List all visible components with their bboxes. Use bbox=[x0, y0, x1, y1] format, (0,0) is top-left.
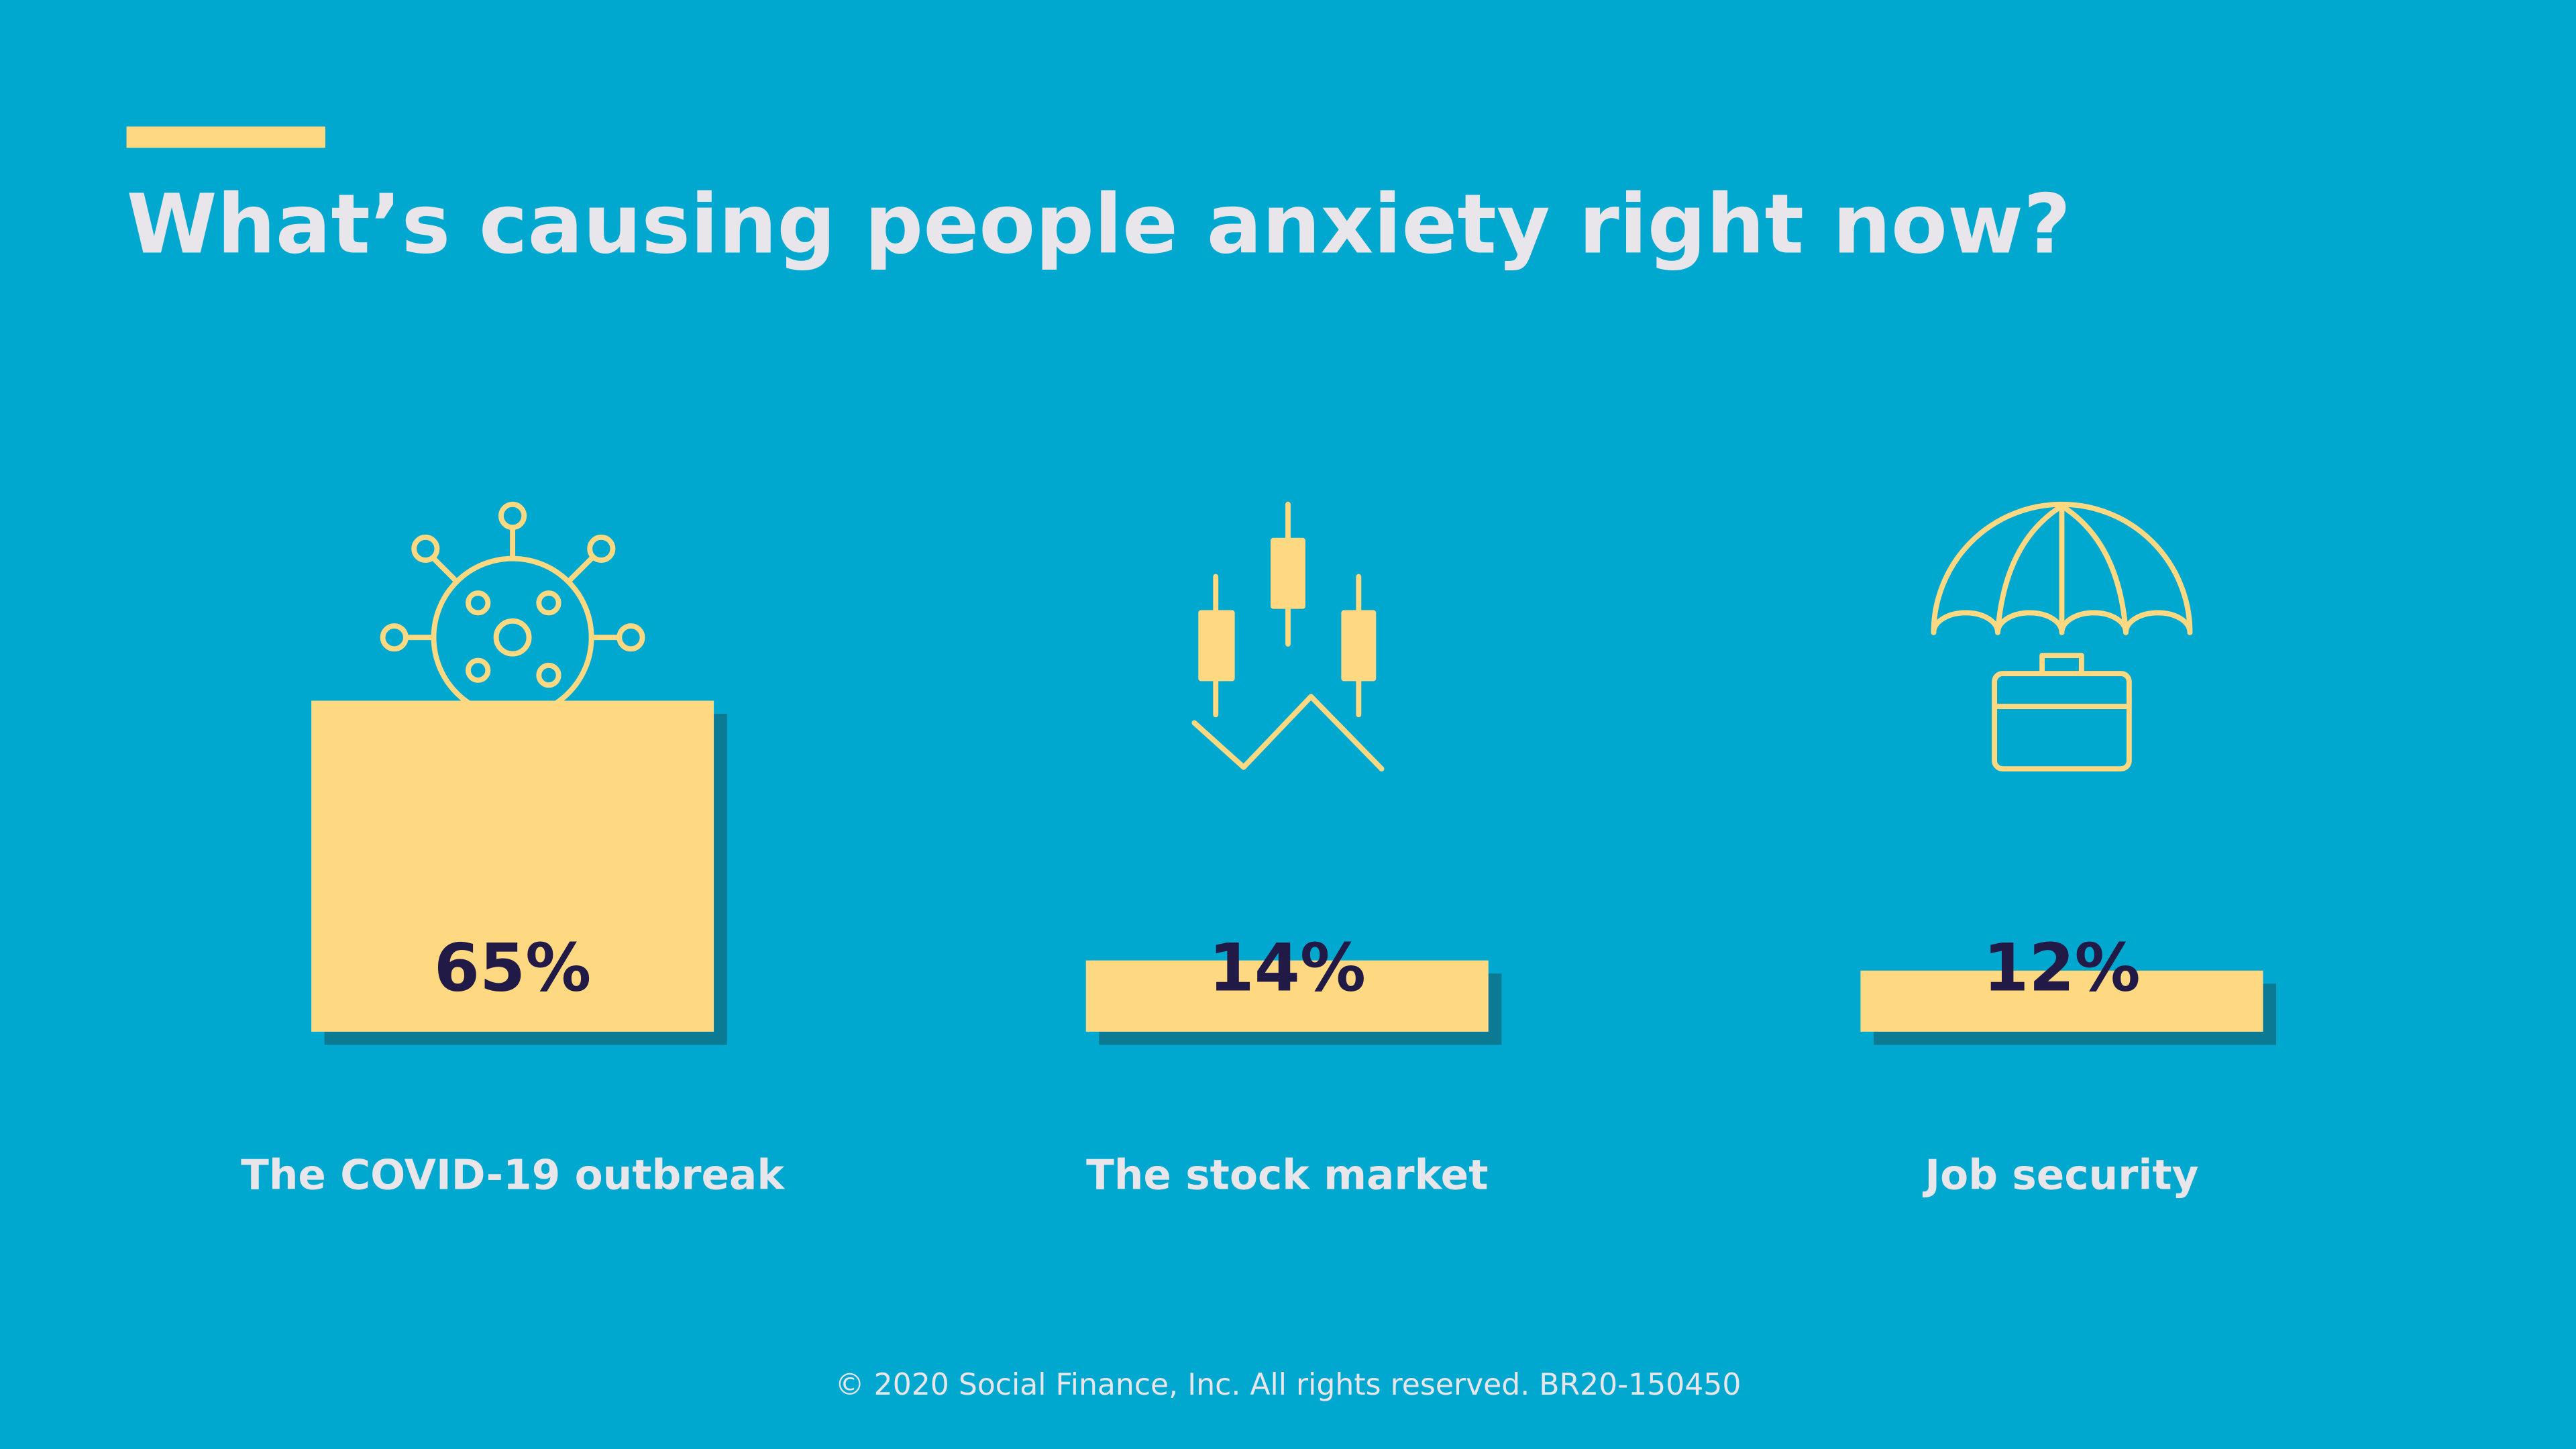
footer: © 2020 Social Finance, Inc. All rights r… bbox=[835, 1368, 1741, 1402]
chart-title: What’s causing people anxiety right now? bbox=[127, 176, 2072, 272]
bar bbox=[1085, 960, 1489, 1032]
value-label: 14% bbox=[1209, 930, 1366, 1007]
bar bbox=[1860, 970, 2263, 1032]
bar bbox=[311, 700, 714, 1032]
category-label: The COVID-19 outbreak bbox=[241, 1152, 785, 1199]
category-label: Job security bbox=[1922, 1152, 2198, 1199]
category-label: The stock market bbox=[1086, 1152, 1488, 1199]
virus-icon bbox=[380, 501, 645, 719]
accent-bar bbox=[126, 126, 325, 148]
value-label: 65% bbox=[434, 930, 591, 1007]
umbrella-icon bbox=[1931, 502, 2193, 772]
stock-icon bbox=[1191, 501, 1385, 772]
value-label: 12% bbox=[1983, 930, 2140, 1007]
